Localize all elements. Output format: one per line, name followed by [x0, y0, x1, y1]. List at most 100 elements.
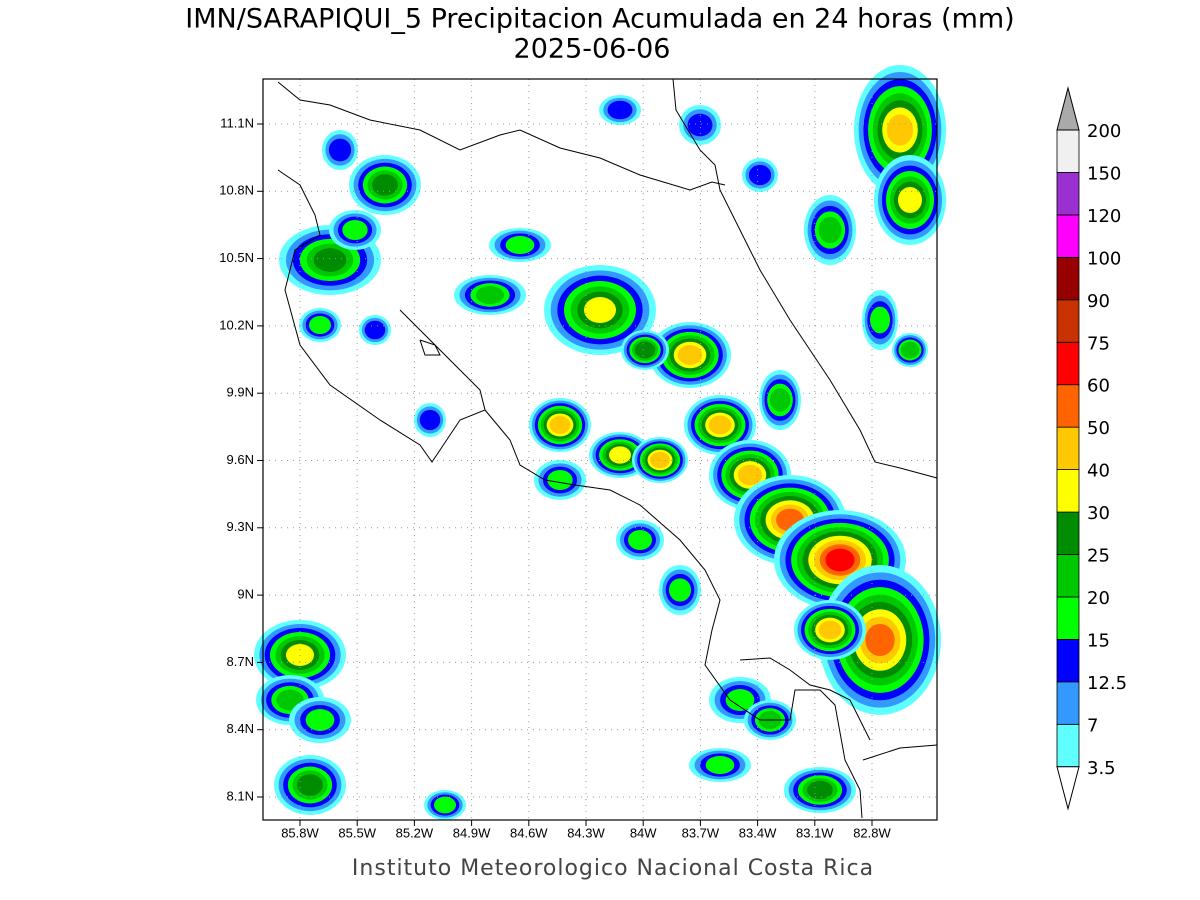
precip-field: [254, 65, 946, 820]
x-tick-label: 85.2W: [396, 825, 434, 840]
precip-contour: [505, 236, 535, 254]
precip-contour: [870, 306, 890, 334]
precip-contour: [434, 796, 456, 814]
colorbar-label: 100: [1087, 248, 1121, 269]
precip-contour: [607, 100, 633, 120]
footer: Instituto Meteorologico Nacional Costa R…: [352, 856, 874, 881]
y-tick-label: 9.3N: [227, 519, 254, 534]
colorbar-segment: [1056, 214, 1080, 258]
colorbar-segment: [1056, 681, 1080, 725]
colorbar-segment: [1056, 723, 1080, 768]
colorbar-segment: [1056, 469, 1080, 513]
colorbar-segment: [1056, 299, 1080, 343]
colorbar-label: 30: [1087, 503, 1110, 524]
precip-contour: [807, 780, 833, 800]
y-tick-label: 9N: [237, 587, 254, 602]
precip-contour: [708, 415, 732, 435]
precip-contour: [609, 446, 631, 464]
colorbar-segment: [1056, 426, 1080, 470]
precip-contour: [342, 220, 368, 240]
colorbar-over: [1056, 86, 1080, 131]
colorbar-label: 12.5: [1087, 673, 1127, 694]
y-tick-label: 10.2N: [219, 317, 254, 332]
colorbar-segment: [1056, 554, 1080, 598]
coastlines: [277, 78, 938, 819]
x-tick-label: 84.9W: [453, 825, 491, 840]
precip-contour: [328, 138, 352, 162]
x-tick-label: 83.4W: [739, 825, 777, 840]
colorbar-label: 15: [1087, 630, 1110, 651]
precip-contour: [737, 464, 763, 486]
map-frame: [262, 78, 938, 821]
colorbar-under: [1056, 766, 1080, 811]
precip-contour: [865, 623, 895, 657]
colorbar-label: 7: [1087, 715, 1098, 736]
colorbar-segment: [1056, 129, 1080, 173]
colorbar-segment: [1056, 511, 1080, 555]
precip-contour: [687, 113, 713, 137]
colorbar-segment: [1056, 256, 1080, 301]
precip-contour: [818, 216, 842, 244]
y-tick-label: 11.1N: [220, 115, 254, 130]
precip-contour: [898, 187, 922, 213]
colorbar-segment: [1056, 341, 1080, 386]
precip-contour: [886, 114, 914, 146]
precip-contour: [549, 416, 571, 434]
colorbar-segment: [1056, 384, 1080, 428]
y-tick-label: 9.9N: [227, 385, 254, 400]
x-tick-label: 84.6W: [510, 825, 548, 840]
precip-contour: [547, 470, 573, 490]
precip-contour: [748, 164, 772, 186]
colorbar-label: 3.5: [1087, 758, 1116, 779]
precip-contour: [818, 620, 842, 640]
precip-contour: [705, 756, 735, 774]
colorbar-label: 50: [1087, 418, 1110, 439]
title: IMN/SARAPIQUI_5 Precipitacion Acumulada …: [185, 4, 1014, 35]
precip-contour: [900, 341, 920, 359]
colorbar-label: 75: [1087, 333, 1110, 354]
colorbar-label: 120: [1087, 206, 1121, 227]
precip-contour: [313, 248, 347, 272]
precip-contour: [419, 409, 441, 431]
x-tick-label: 82.8W: [853, 825, 891, 840]
y-tick-label: 10.8N: [219, 183, 254, 198]
grid: [263, 79, 937, 820]
precip-contour: [769, 388, 791, 412]
axes: 85.8W 85.5W 85.2W 84.9W 84.6W 84.3W 84W 83.7W 83…: [219, 115, 891, 840]
precip-contour: [669, 578, 691, 602]
precip-contour: [725, 689, 755, 711]
colorbar-label: 40: [1087, 461, 1110, 482]
y-tick-label: 8.4N: [227, 721, 254, 736]
y-tick-label: 8.1N: [227, 788, 254, 803]
precip-contour: [305, 709, 335, 731]
colorbar-label: 25: [1087, 546, 1110, 567]
precip-contour: [584, 297, 616, 323]
x-tick-label: 84.3W: [567, 825, 605, 840]
colorbar-segment: [1056, 639, 1080, 683]
colorbar-label: 90: [1087, 291, 1110, 312]
y-tick-label: 8.7N: [227, 654, 254, 669]
precip-contour: [677, 345, 703, 365]
y-tick-label: 9.6N: [227, 452, 254, 467]
precip-contour: [364, 320, 386, 340]
x-tick-label: 84W: [630, 825, 657, 840]
x-tick-label: 83.1W: [796, 825, 834, 840]
colorbar-label: 150: [1087, 163, 1121, 184]
colorbar-label: 20: [1087, 588, 1110, 609]
precip-contour: [372, 174, 398, 196]
colorbar-segment: [1056, 172, 1080, 216]
precip-contour: [297, 774, 323, 796]
precip-contour: [825, 548, 855, 572]
precip-contour: [309, 316, 331, 334]
x-tick-label: 85.5W: [338, 825, 376, 840]
colorbar-label: 60: [1087, 376, 1110, 397]
x-tick-label: 85.8W: [281, 825, 319, 840]
x-tick-label: 83.7W: [682, 825, 720, 840]
colorbar-label: 200: [1087, 121, 1121, 142]
precip-contour: [475, 285, 505, 305]
precip-contour: [628, 530, 652, 550]
precip-contour: [634, 341, 656, 359]
subtitle: 2025-06-06: [514, 34, 671, 65]
y-tick-label: 10.5N: [219, 250, 254, 265]
